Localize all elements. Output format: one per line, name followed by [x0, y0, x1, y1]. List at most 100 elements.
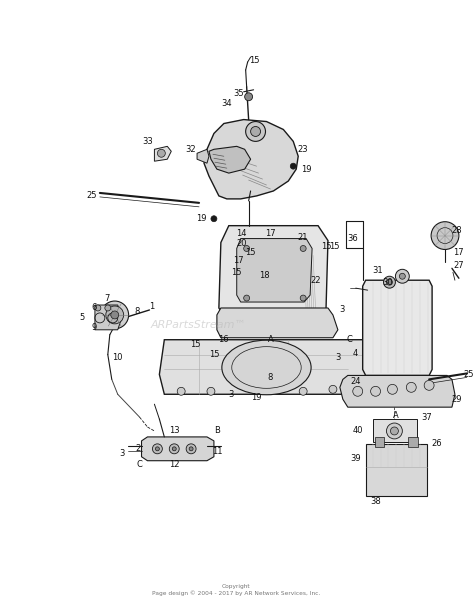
Circle shape: [155, 447, 159, 451]
Text: 7: 7: [104, 294, 109, 303]
Text: 40: 40: [353, 427, 363, 435]
Text: 26: 26: [432, 440, 442, 448]
Circle shape: [386, 423, 402, 439]
Circle shape: [383, 276, 395, 288]
Text: 21: 21: [297, 233, 308, 242]
Text: 35: 35: [233, 89, 244, 98]
Text: 12: 12: [169, 460, 180, 469]
Text: Copyright
Page design © 2004 - 2017 by AR Network Services, Inc.: Copyright Page design © 2004 - 2017 by A…: [152, 584, 320, 596]
Circle shape: [246, 121, 265, 142]
Circle shape: [329, 386, 337, 394]
Text: 15: 15: [249, 56, 260, 64]
Text: 16: 16: [219, 335, 229, 345]
Text: 25: 25: [464, 370, 474, 379]
Circle shape: [290, 163, 296, 169]
Text: 38: 38: [370, 497, 381, 506]
Circle shape: [400, 273, 405, 280]
Text: 34: 34: [221, 99, 232, 108]
Polygon shape: [159, 340, 378, 394]
Circle shape: [177, 387, 185, 395]
Text: 1: 1: [149, 302, 154, 311]
Text: 15: 15: [190, 340, 201, 349]
Text: 3: 3: [339, 305, 345, 314]
Bar: [408, 437, 418, 447]
Text: 37: 37: [422, 413, 432, 422]
Circle shape: [106, 306, 124, 324]
Text: 32: 32: [186, 145, 196, 154]
Text: B: B: [214, 427, 220, 435]
Circle shape: [387, 384, 397, 394]
Text: 28: 28: [452, 226, 462, 235]
Circle shape: [244, 295, 250, 301]
Text: 15: 15: [246, 248, 256, 257]
Text: 33: 33: [142, 137, 153, 146]
Text: 3: 3: [228, 390, 234, 399]
Text: 11: 11: [212, 447, 222, 456]
Bar: [374, 437, 384, 447]
Polygon shape: [155, 147, 171, 161]
Circle shape: [169, 444, 179, 454]
Polygon shape: [217, 308, 338, 338]
Text: 17: 17: [233, 256, 244, 265]
Circle shape: [386, 280, 392, 285]
Circle shape: [186, 444, 196, 454]
Polygon shape: [363, 280, 432, 375]
Polygon shape: [340, 375, 455, 407]
Polygon shape: [197, 150, 209, 163]
Text: 9: 9: [91, 323, 97, 332]
Text: 27: 27: [454, 261, 464, 270]
Circle shape: [157, 150, 165, 158]
Text: 36: 36: [347, 234, 358, 243]
Circle shape: [101, 301, 128, 329]
Polygon shape: [142, 437, 214, 461]
Text: 19: 19: [301, 165, 311, 173]
Polygon shape: [95, 305, 122, 330]
Text: 20: 20: [237, 239, 247, 248]
Circle shape: [391, 427, 398, 435]
Text: 8: 8: [268, 373, 273, 382]
Polygon shape: [204, 120, 298, 199]
Text: 39: 39: [350, 454, 361, 463]
Circle shape: [189, 447, 193, 451]
Text: 19: 19: [196, 214, 206, 223]
Text: 15: 15: [321, 242, 331, 251]
Text: 17: 17: [265, 229, 276, 238]
Text: 29: 29: [452, 395, 462, 404]
Text: 19: 19: [251, 393, 262, 402]
Text: 14: 14: [237, 229, 247, 238]
Text: 5: 5: [79, 313, 85, 322]
Text: A: A: [392, 411, 398, 419]
Text: 25: 25: [87, 191, 97, 200]
Text: ARPartsStream™: ARPartsStream™: [150, 320, 246, 330]
Text: 13: 13: [169, 427, 180, 435]
Text: 6: 6: [91, 303, 97, 313]
Text: 22: 22: [311, 276, 321, 284]
Text: 2: 2: [135, 444, 140, 454]
Circle shape: [105, 305, 111, 311]
Text: 15: 15: [209, 350, 219, 359]
Circle shape: [395, 269, 409, 283]
Polygon shape: [219, 226, 328, 320]
Text: 17: 17: [454, 248, 464, 257]
Polygon shape: [365, 444, 427, 497]
Text: 4: 4: [353, 349, 358, 358]
Circle shape: [111, 311, 118, 319]
Circle shape: [299, 387, 307, 395]
Text: 3: 3: [335, 353, 341, 362]
Circle shape: [244, 246, 250, 251]
Circle shape: [300, 295, 306, 301]
Text: 30: 30: [382, 278, 393, 287]
Circle shape: [172, 447, 176, 451]
Text: 18: 18: [259, 271, 270, 280]
Text: 24: 24: [350, 377, 361, 386]
Text: C: C: [137, 460, 143, 469]
Text: 10: 10: [112, 353, 123, 362]
Circle shape: [353, 386, 363, 396]
Ellipse shape: [222, 340, 311, 395]
Text: 3: 3: [119, 449, 124, 459]
Circle shape: [207, 387, 215, 395]
Text: C: C: [347, 335, 353, 345]
Circle shape: [211, 216, 217, 222]
Circle shape: [300, 246, 306, 251]
Text: 8: 8: [135, 308, 140, 316]
